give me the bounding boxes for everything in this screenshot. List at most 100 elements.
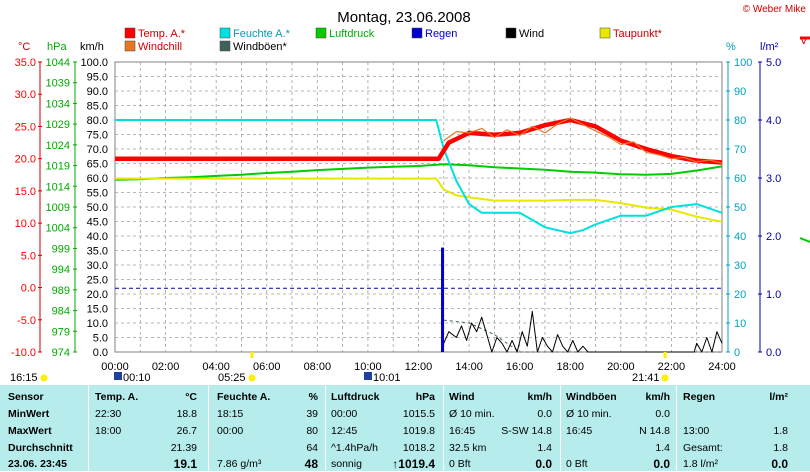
- time-tick-label: 20:00: [607, 361, 635, 373]
- stats-windboen-value: 1.4: [655, 442, 670, 454]
- chart-title: Montag, 23.06.2008: [337, 9, 470, 26]
- pressure-tick-label: 1024: [46, 140, 70, 152]
- series-line-windchill: [443, 117, 723, 164]
- time-tick-label: 16:00: [506, 361, 534, 373]
- stats-regen-value: 1.8: [773, 442, 788, 454]
- sunrise-label: 05:25: [218, 372, 246, 384]
- stats-wind-value: 1.4: [537, 442, 552, 454]
- wind-tick-label: 65.0: [87, 159, 108, 171]
- wind-tick-label: 90.0: [87, 86, 108, 98]
- stats-unit-temp: °C: [185, 391, 197, 403]
- wind-tick-label: 25.0: [87, 275, 108, 287]
- stats-feuchte-label: 18:15: [217, 408, 244, 420]
- time-tick-label: 04:00: [202, 361, 230, 373]
- temp-unit-label: °C: [18, 41, 30, 53]
- legend-label: Windchill: [138, 41, 182, 53]
- stats-wind-label: 16:45: [449, 425, 476, 437]
- legend-label: Taupunkt*: [613, 28, 663, 40]
- moonset-label: 00:10: [123, 372, 151, 384]
- stats-header-sensor: Sensor: [8, 391, 44, 403]
- series-line-tempa: [115, 117, 723, 165]
- stats-wind-value: 0.0: [535, 457, 552, 471]
- sunset-label: 21:41: [632, 372, 660, 384]
- stats-separator: [88, 385, 89, 471]
- temp-tick-label: 0.0: [21, 283, 36, 295]
- wind-tick-label: 40.0: [87, 231, 108, 243]
- temp-tick-label: -10.0: [11, 347, 36, 359]
- stats-luftdruck-value: 1015.5: [402, 408, 435, 420]
- wind-tick-label: 55.0: [87, 188, 108, 200]
- stats-temp-value: 26.7: [176, 425, 197, 437]
- wind-tick-label: 30.0: [87, 260, 108, 272]
- stats-feuchte-value: 64: [306, 442, 318, 454]
- stats-luftdruck-label: 12:45: [331, 425, 358, 437]
- stats-windboen-value: 0.0: [655, 408, 670, 420]
- legend-label: Wind: [519, 28, 544, 40]
- stats-wind-label: Ø 10 min.: [449, 408, 495, 420]
- legend-swatch: [124, 40, 136, 52]
- stats-header-luftdruck: Luftdruck: [331, 391, 380, 403]
- temp-tick-label: 30.0: [15, 89, 36, 101]
- sunrise-icon: [248, 374, 256, 382]
- stats-header-regen: Regen: [683, 391, 716, 403]
- time-tick-label: 10:00: [354, 361, 382, 373]
- stats-row-label: Durchschnitt: [8, 442, 73, 454]
- series-line-wind: [440, 310, 723, 353]
- time-tick-label: 12:00: [405, 361, 433, 373]
- series-line-luftdruck: [114, 163, 723, 181]
- chart-legend: Temp. A.* Feuchte A.* Luftdruck Regen Wind Ta…: [124, 27, 663, 53]
- pressure-tick-label: 984: [52, 306, 70, 318]
- stats-luftdruck-label: sonnig: [331, 458, 362, 470]
- moonrise-label: 10:01: [373, 372, 401, 384]
- legend-label: Windböen*: [233, 41, 288, 53]
- humidity-tick-label: 60: [734, 173, 746, 185]
- stats-separator: [560, 385, 561, 471]
- stats-regen-value: 1.8: [773, 425, 788, 437]
- stats-luftdruck-value: ↑1019.4: [392, 457, 435, 471]
- time-tick-label: 14:00: [455, 361, 483, 373]
- stats-regen-label: 13:00: [683, 425, 710, 437]
- stats-windboen-label: Ø 10 min.: [566, 408, 612, 420]
- sun-icon: [40, 374, 48, 382]
- stats-windboen-value: N 14.8: [639, 425, 670, 437]
- stats-regen-value: 0.0: [771, 457, 788, 471]
- pressure-tick-label: 989: [52, 285, 70, 297]
- stats-temp-value: 21.39: [170, 442, 197, 454]
- pressure-tick-label: 994: [52, 264, 70, 276]
- wind-tick-label: 15.0: [87, 304, 108, 316]
- stats-feuchte-label: 7.86 g/m³: [217, 458, 262, 470]
- temp-tick-label: 10.0: [15, 218, 36, 230]
- next-panel-stub: V: [799, 35, 810, 243]
- time-tick-label: 18:00: [556, 361, 584, 373]
- legend-label: Regen: [425, 28, 457, 40]
- stats-unit-feuchte: %: [308, 391, 318, 403]
- pressure-tick-label: 1004: [46, 223, 70, 235]
- legend-label: Feuchte A.*: [233, 28, 291, 40]
- legend-swatch: [599, 27, 611, 39]
- stats-luftdruck-label: 00:00: [331, 408, 358, 420]
- humidity-tick-label: 30: [734, 260, 746, 272]
- temp-tick-label: 5.0: [21, 250, 36, 262]
- stats-unit-wind: km/h: [527, 391, 552, 403]
- temp-tick-label: -5.0: [17, 315, 36, 327]
- legend-swatch: [505, 27, 517, 39]
- legend-swatch: [219, 40, 231, 52]
- stats-row-label: MaxWert: [8, 425, 52, 437]
- sunset-icon: [661, 374, 669, 382]
- stats-temp-label: 22:30: [95, 408, 122, 420]
- time-tick-label: 00:00: [101, 361, 129, 373]
- wind-tick-label: 50.0: [87, 202, 108, 214]
- pressure-tick-label: 1034: [46, 98, 70, 110]
- temp-tick-label: 25.0: [15, 121, 36, 133]
- stats-feuchte-label: 00:00: [217, 425, 244, 437]
- stats-header-feuchte: Feuchte A.: [217, 391, 271, 403]
- stats-wind-value: S-SW 14.8: [501, 425, 552, 437]
- stats-temp-value: 19.1: [173, 457, 197, 471]
- wind-tick-label: 45.0: [87, 217, 108, 229]
- stats-feuchte-value: 39: [306, 408, 318, 420]
- wind-tick-label: 0.0: [93, 347, 108, 359]
- stats-regen-label: 1.8 l/m²: [683, 458, 719, 470]
- wind-tick-label: 75.0: [87, 130, 108, 142]
- stats-windboen-label: 0 Bft: [566, 458, 588, 470]
- stats-temp-value: 18.8: [176, 408, 197, 420]
